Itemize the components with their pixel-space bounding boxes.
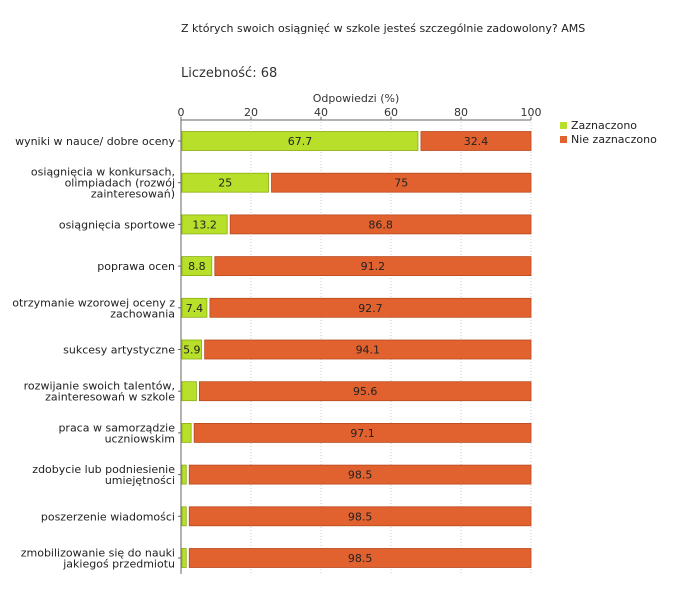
legend: Zaznaczono Nie zaznaczono: [560, 118, 657, 146]
data-label-not-selected: 75: [394, 177, 408, 190]
category-label: osiągnięcia sportowe: [59, 218, 175, 231]
data-label-selected: 25: [218, 177, 232, 190]
category-label: poprawa ocen: [97, 260, 175, 273]
bar-not-selected: [214, 256, 532, 277]
sample-size: Liczebność: 68: [181, 66, 277, 81]
bar-not-selected: [229, 214, 532, 235]
data-label-not-selected: 95.6: [353, 385, 378, 398]
data-label-not-selected: 98.5: [348, 469, 373, 482]
data-label-selected: 8.8: [188, 260, 206, 273]
data-label-not-selected: 97.1: [350, 427, 375, 440]
bar-not-selected: [204, 339, 532, 360]
x-tick-label: 40: [314, 106, 328, 119]
x-tick-label: 20: [244, 106, 258, 119]
x-axis-label: Odpowiedzi (%): [313, 92, 400, 105]
x-tick-label: 80: [454, 106, 468, 119]
bar-not-selected: [188, 548, 532, 568]
sample-size-value: 68: [260, 66, 278, 81]
data-label-selected: 7.4: [186, 302, 204, 315]
sample-size-label: Liczebność:: [181, 66, 257, 81]
data-label-not-selected: 32.4: [464, 135, 489, 148]
bar-selected: [181, 339, 203, 360]
category-label: wyniki w nauce/ dobre oceny: [15, 135, 175, 148]
data-label-selected: 13.2: [192, 218, 217, 231]
bar-not-selected: [420, 131, 532, 151]
category-label: poszerzenie wiadomości: [41, 510, 175, 523]
chart-title: Z których swoich osiągnięć w szkole jest…: [181, 22, 586, 35]
data-label-not-selected: 86.8: [368, 218, 393, 231]
legend-swatch-selected: [560, 121, 567, 129]
data-label-not-selected: 98.5: [348, 552, 373, 565]
legend-swatch-not-selected: [560, 135, 567, 143]
category-label: zdobycie lub podniesienie umiejętności: [32, 463, 175, 487]
bar-selected: [181, 172, 269, 193]
bar-selected: [181, 256, 213, 277]
bar-not-selected: [188, 464, 532, 485]
legend-label-selected: Zaznaczono: [571, 118, 638, 132]
category-label: praca w samorządzie uczniowskim: [58, 421, 175, 445]
data-label-selected: 5.9: [183, 344, 201, 357]
bar-not-selected: [271, 172, 532, 193]
bar-not-selected: [193, 422, 532, 443]
legend-label-not-selected: Nie zaznaczono: [571, 132, 657, 146]
bar-selected: [181, 548, 187, 568]
bar-selected: [181, 214, 228, 235]
data-label-not-selected: 92.7: [358, 302, 383, 315]
bar-selected: [181, 381, 197, 402]
bar-selected: [181, 464, 187, 485]
data-label-selected: 67.7: [288, 135, 313, 148]
legend-item-not-selected: Nie zaznaczono: [560, 132, 657, 146]
bar-selected: [181, 297, 208, 318]
data-label-not-selected: 94.1: [356, 344, 381, 357]
bar-not-selected: [188, 506, 532, 527]
data-label-not-selected: 91.2: [361, 260, 386, 273]
bar-selected: [181, 422, 192, 443]
category-label: rozwijanie swoich talentów, zainteresowań…: [24, 380, 176, 404]
category-label: otrzymanie wzorowej oceny z zachowania: [12, 296, 175, 320]
bar-selected: [181, 506, 187, 527]
category-label: zmobilizowanie się do nauki jakiegoś prze…: [21, 547, 175, 571]
data-label-not-selected: 98.5: [348, 510, 373, 523]
x-tick-label: 100: [521, 106, 542, 119]
bar-not-selected: [209, 297, 532, 318]
legend-item-selected: Zaznaczono: [560, 118, 657, 132]
x-tick-label: 60: [384, 106, 398, 119]
x-tick-label: 0: [178, 106, 185, 119]
category-label: sukcesy artystyczne: [63, 344, 175, 357]
category-label: osiągnięcia w konkursach, olimpiadach (ro…: [31, 166, 175, 201]
bar-not-selected: [198, 381, 532, 402]
bar-selected: [181, 131, 419, 151]
